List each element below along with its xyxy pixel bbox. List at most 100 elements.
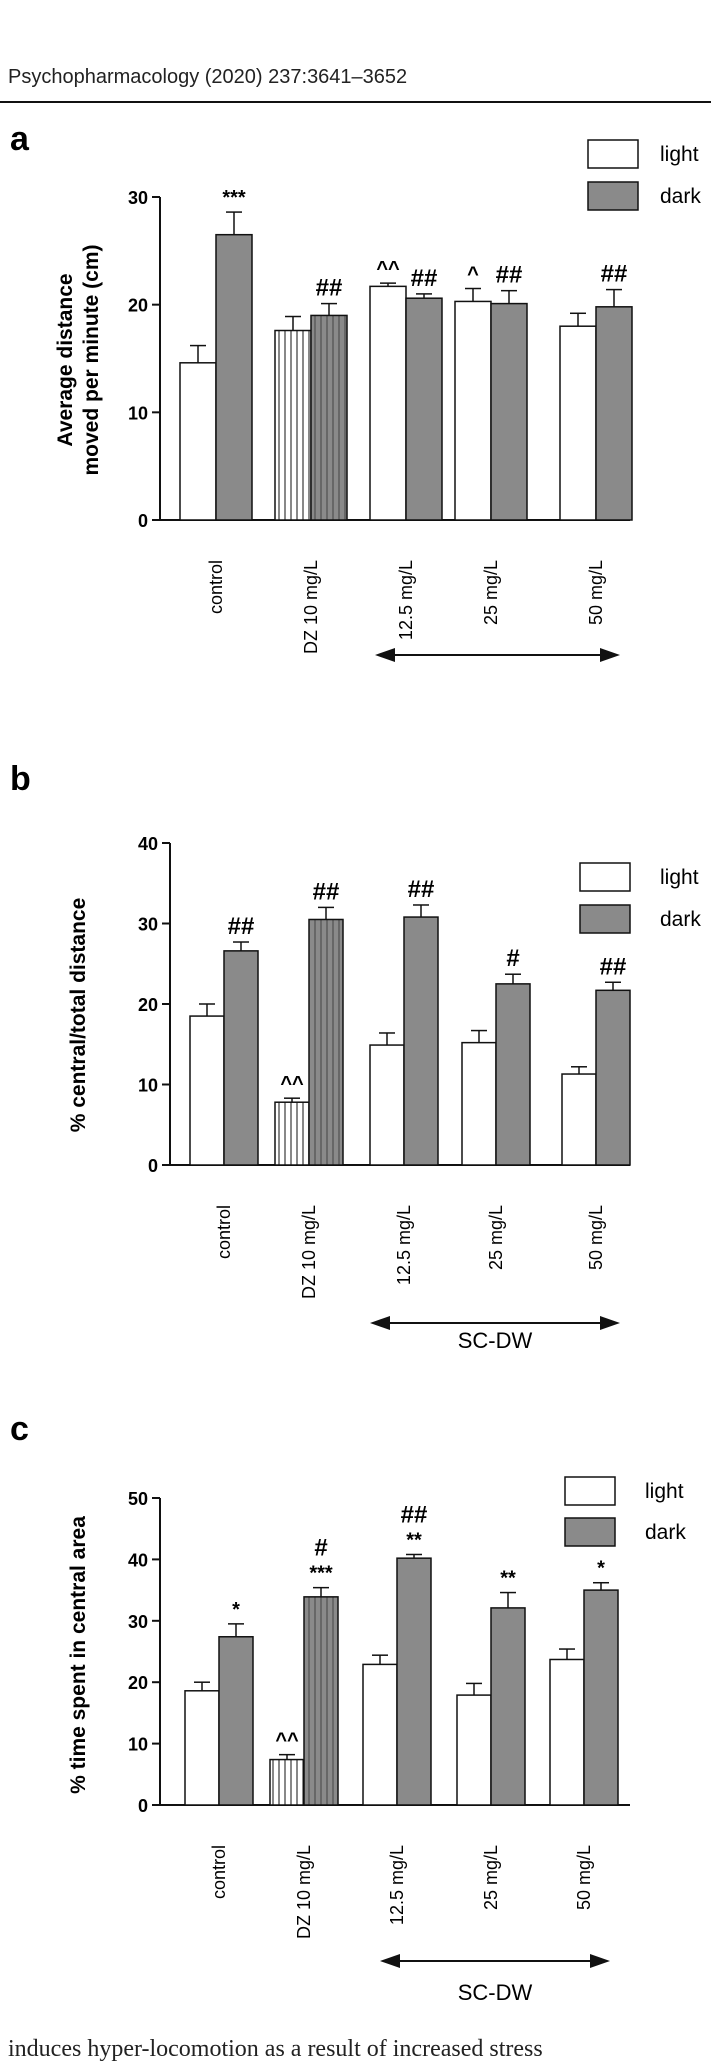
legend-swatch-light	[564, 1476, 616, 1506]
y-tick-label: 10	[128, 1735, 148, 1755]
bar-light	[369, 1044, 405, 1166]
significance-marker: ##	[601, 261, 628, 288]
arrow-left-icon	[370, 1316, 390, 1330]
significance-marker: ##	[408, 876, 435, 903]
x-tick-label: 12.5 mg/L	[387, 1845, 407, 1925]
x-tick-label: control	[206, 560, 226, 614]
bar-light	[456, 1694, 492, 1806]
chart-panel-c: c 0 10 20 30 40 50 % time spent in central area…	[10, 1410, 686, 2005]
bar-dark	[595, 306, 633, 521]
bar-light	[274, 1101, 310, 1166]
bar-light	[184, 1690, 220, 1806]
chart-panel-b: b 0 10 20 30 40 % central/total distance contro…	[10, 760, 701, 1350]
legend-label-dark: dark	[645, 1521, 686, 1544]
panel-letter: b	[10, 760, 31, 798]
legend-swatch-light	[579, 862, 631, 892]
x-tick-label: 50 mg/L	[586, 560, 606, 625]
bar-dark	[490, 302, 528, 521]
significance-marker: **	[406, 1529, 422, 1551]
significance-marker: ^^	[275, 1730, 299, 1752]
significance-marker: ^	[467, 264, 479, 286]
significance-marker: ***	[309, 1563, 333, 1585]
significance-marker: #	[506, 945, 519, 972]
arrow-right-icon	[600, 648, 620, 662]
x-tick-label: control	[214, 1205, 234, 1259]
bar-light	[189, 1015, 225, 1166]
significance-marker: ^^	[280, 1073, 304, 1095]
significance-marker: #	[314, 1535, 327, 1562]
significance-marker: ##	[600, 953, 627, 980]
x-tick-label: DZ 10 mg/L	[299, 1205, 319, 1299]
bar-light	[561, 1073, 597, 1166]
bar-dark	[303, 1596, 339, 1806]
y-axis-label: moved per minute (cm)	[80, 244, 103, 475]
x-tick-label: 25 mg/L	[486, 1205, 506, 1270]
x-tick-label: 25 mg/L	[481, 1845, 501, 1910]
y-axis-label: Average distance	[54, 273, 77, 446]
bar-dark	[308, 918, 344, 1166]
x-tick-label: DZ 10 mg/L	[301, 560, 321, 654]
panel-letter: a	[10, 120, 30, 158]
legend-label-light: light	[645, 1480, 684, 1503]
bar-dark	[218, 1636, 254, 1806]
bar-light	[269, 1758, 305, 1806]
y-axis-label: % central/total distance	[67, 898, 90, 1133]
y-tick-label: 10	[138, 1076, 158, 1096]
panel-letter: c	[10, 1410, 29, 1448]
bar-light	[461, 1041, 497, 1166]
legend-label-dark: dark	[660, 908, 701, 931]
bar-dark	[223, 950, 259, 1166]
group-label: SC-DW	[458, 1328, 533, 1350]
x-tick-label: DZ 10 mg/L	[294, 1845, 314, 1939]
arrow-left-icon	[380, 1954, 400, 1968]
y-axis-label: % time spent in central area	[67, 1516, 90, 1794]
bar-dark	[403, 916, 439, 1166]
group-label: SC-DW	[458, 1980, 533, 2005]
y-tick-label: 20	[138, 995, 158, 1015]
bar-light	[274, 329, 312, 521]
bar-light	[362, 1663, 398, 1806]
bar-dark	[583, 1589, 619, 1806]
y-tick-label: 30	[128, 188, 148, 208]
arrow-left-icon	[375, 648, 395, 662]
bar-dark	[215, 233, 253, 521]
y-tick-label: 20	[128, 296, 148, 316]
x-tick-label: 12.5 mg/L	[396, 560, 416, 640]
y-tick-label: 0	[138, 511, 148, 531]
y-tick-label: 10	[128, 403, 148, 423]
legend-label-dark: dark	[660, 185, 701, 208]
bar-light	[549, 1658, 585, 1806]
legend-swatch-dark	[564, 1517, 616, 1547]
y-tick-label: 0	[138, 1796, 148, 1816]
x-tick-label: 50 mg/L	[586, 1205, 606, 1270]
arrow-right-icon	[590, 1954, 610, 1968]
significance-marker: ##	[228, 913, 255, 940]
y-tick-label: 40	[128, 1550, 148, 1570]
chart-panel-a: a 0 10 20 30 Average distance moved per minute…	[10, 120, 701, 662]
y-tick-label: 0	[148, 1156, 158, 1176]
bar-dark	[490, 1607, 526, 1806]
legend-swatch-dark	[587, 181, 639, 211]
significance-marker: ##	[411, 265, 438, 292]
bar-dark	[595, 989, 631, 1166]
bar-light	[179, 362, 217, 521]
y-tick-label: 30	[138, 915, 158, 935]
x-tick-label: 50 mg/L	[574, 1845, 594, 1910]
significance-marker: *	[597, 1558, 605, 1580]
bar-light	[559, 325, 597, 521]
header-rule	[0, 101, 711, 103]
bar-light	[369, 285, 407, 521]
footer-text: induces hyper-locomotion as a result of …	[8, 2036, 543, 2062]
bar-dark	[310, 314, 348, 521]
bar-light	[454, 300, 492, 521]
significance-marker: **	[500, 1568, 516, 1590]
significance-marker: ##	[313, 878, 340, 905]
y-tick-label: 20	[128, 1673, 148, 1693]
legend-label-light: light	[660, 143, 699, 166]
y-tick-label: 30	[128, 1612, 148, 1632]
significance-marker: ##	[401, 1501, 428, 1528]
journal-header: Psychopharmacology (2020) 237:3641–3652	[8, 66, 408, 88]
significance-marker: *	[232, 1599, 240, 1621]
significance-marker: ##	[496, 262, 523, 289]
legend-swatch-dark	[579, 904, 631, 934]
